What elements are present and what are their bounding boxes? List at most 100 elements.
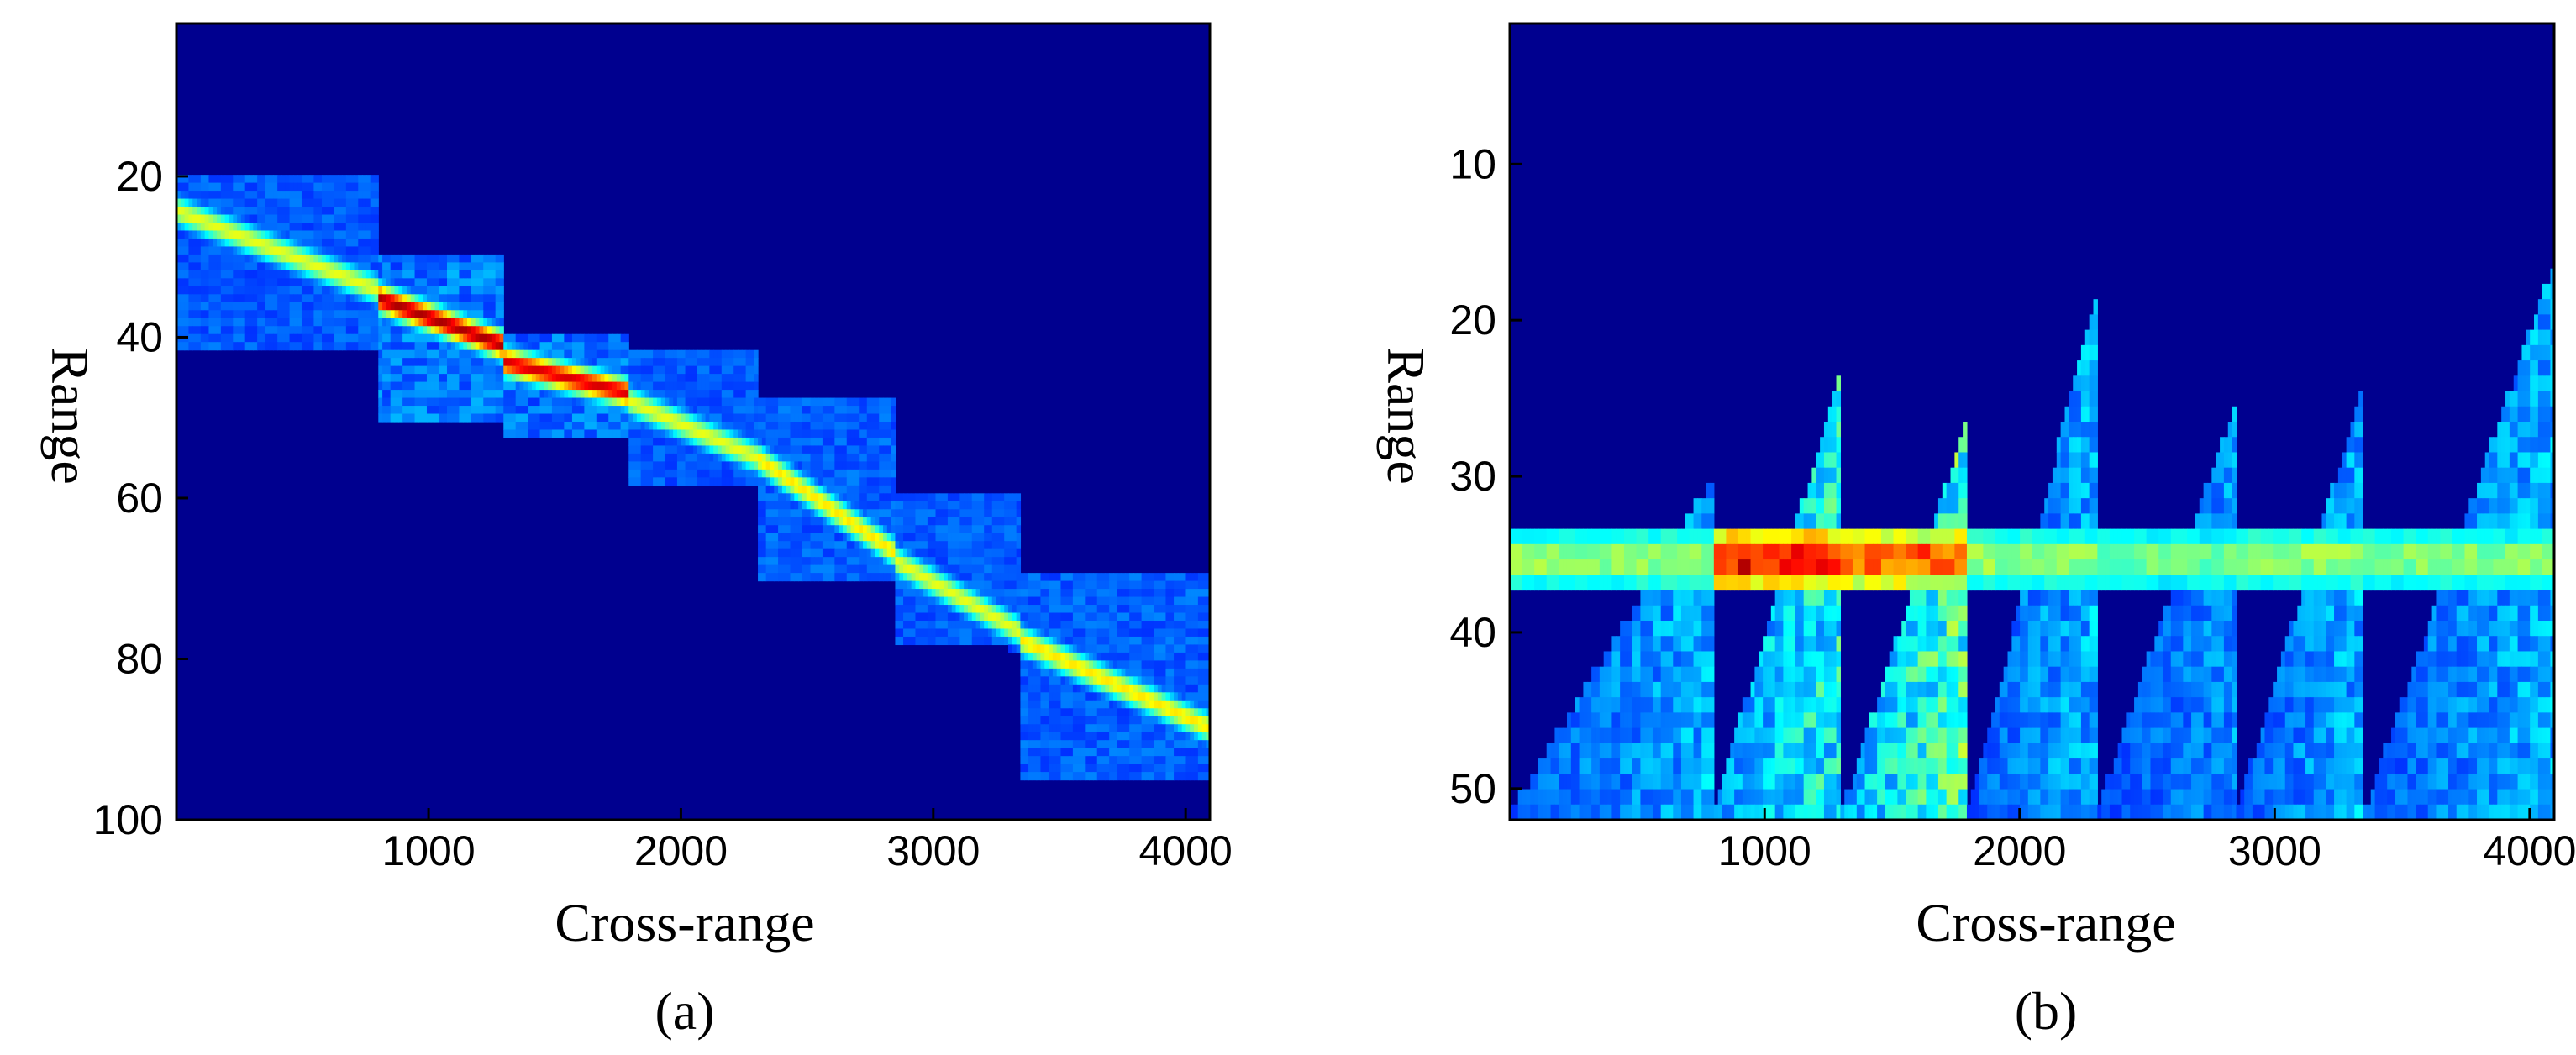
heatmap-cell [1069, 644, 1074, 653]
heatmap-cell [883, 548, 888, 558]
heatmap-cell [1096, 716, 1102, 725]
heatmap-cell [1161, 660, 1167, 669]
heatmap-cell [778, 413, 783, 423]
heatmap-cell [197, 302, 202, 311]
heatmap-cell [709, 422, 714, 431]
heatmap-cell [689, 406, 694, 415]
heatmap-cell [354, 262, 359, 271]
heatmap-cell [733, 390, 739, 399]
heatmap-cell [1012, 564, 1017, 574]
heatmap-cell [531, 413, 537, 423]
heatmap-cell [548, 374, 553, 383]
heatmap-cell [313, 270, 318, 279]
heatmap-cell [1109, 612, 1114, 622]
heatmap-cell [180, 207, 186, 216]
heatmap-cell [1141, 684, 1147, 693]
heatmap-cell [608, 365, 613, 375]
heatmap-cell [669, 397, 674, 407]
heatmap-cell [1052, 644, 1058, 653]
heatmap-cell [616, 429, 622, 438]
heatmap-cell [830, 485, 835, 494]
heatmap-cell [1028, 652, 1033, 661]
heatmap-cell [1056, 589, 1062, 598]
heatmap-cell [975, 621, 980, 630]
heatmap-cell [701, 461, 707, 470]
heatmap-cell [733, 453, 739, 462]
heatmap-cell [1201, 660, 1207, 669]
heatmap-cell [467, 406, 472, 415]
heatmap-cell [1194, 716, 1199, 725]
heatmap-cell [875, 437, 880, 447]
heatmap-cell [964, 596, 969, 606]
heatmap-cell [507, 349, 513, 359]
heatmap-cell [329, 294, 335, 303]
heatmap-cell [822, 453, 828, 462]
heatmap-cell [826, 564, 832, 574]
heatmap-cell [386, 374, 392, 383]
heatmap-cell [1044, 628, 1049, 638]
heatmap-cell [1008, 621, 1013, 630]
heatmap-cell [322, 326, 327, 335]
heatmap-cell [1101, 716, 1106, 725]
heatmap-cell [814, 509, 819, 518]
heatmap-cell [1194, 676, 1199, 685]
heatmap-cell [406, 262, 412, 271]
heatmap-cell [628, 374, 633, 383]
heatmap-cell [923, 557, 928, 566]
heatmap-cell [418, 406, 423, 415]
heatmap-cell [883, 557, 888, 566]
heatmap-cell [386, 254, 392, 263]
heatmap-cell [350, 286, 355, 295]
heatmap-cell [253, 262, 258, 271]
heatmap-cell [233, 326, 238, 335]
heatmap-cell [224, 310, 230, 319]
heatmap-cell [987, 596, 993, 606]
heatmap-cell [386, 310, 392, 319]
heatmap-cell [528, 374, 533, 383]
heatmap-cell [1133, 636, 1138, 646]
heatmap-cell [669, 453, 674, 462]
heatmap-cell [213, 191, 218, 200]
heatmap-cell [471, 262, 476, 271]
heatmap-cell [1072, 644, 1078, 653]
heatmap-cell [406, 310, 412, 319]
heatmap-cell [959, 501, 965, 510]
heatmap-cell [378, 397, 383, 407]
heatmap-cell [931, 589, 937, 598]
heatmap-cell [244, 333, 250, 343]
heatmap-cell [229, 326, 234, 335]
heatmap-cell [709, 381, 714, 391]
heatmap-cell [322, 262, 327, 271]
heatmap-cell [450, 286, 456, 295]
heatmap-cell [717, 453, 723, 462]
heatmap-cell [1049, 676, 1054, 685]
heatmap-cell [180, 294, 186, 303]
heatmap-cell [249, 182, 254, 192]
heatmap-cell [899, 517, 904, 526]
heatmap-cell [297, 302, 302, 311]
heatmap-cell [1040, 644, 1045, 653]
heatmap-cell [289, 302, 294, 311]
heatmap-cell [814, 422, 819, 431]
heatmap-cell [830, 525, 835, 534]
heatmap-cell [1020, 596, 1025, 606]
heatmap-cell [301, 230, 307, 239]
heatmap-cell [859, 541, 864, 550]
heatmap-cell [1008, 580, 1013, 590]
heatmap-cell [944, 517, 949, 526]
heatmap-cell [1052, 660, 1058, 669]
heatmap-cell [729, 349, 734, 359]
heatmap-cell [362, 191, 367, 200]
heatmap-cell [883, 485, 888, 494]
heatmap-cell [568, 390, 573, 399]
heatmap-cell [297, 270, 302, 279]
heatmap-cell [430, 349, 436, 359]
heatmap-cell [1085, 684, 1090, 693]
heatmap-cell [269, 238, 274, 248]
heatmap-cell [859, 548, 864, 558]
heatmap-cell [859, 501, 864, 510]
heatmap-cell [931, 564, 937, 574]
heatmap-cell [991, 596, 997, 606]
heatmap-cell [709, 477, 714, 486]
heatmap-cell [1052, 700, 1058, 709]
